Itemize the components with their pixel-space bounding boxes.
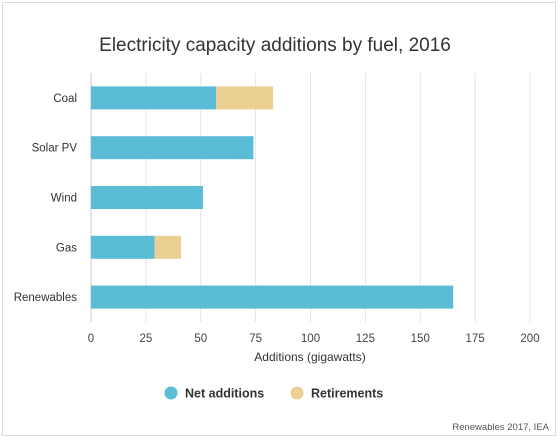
chart-title: Electricity capacity additions by fuel, … [99,35,451,56]
category-label: Solar PV [32,143,78,155]
category-label: Coal [53,93,77,105]
category-label: Gas [56,242,77,254]
x-tick-label: 25 [139,333,152,345]
bar-wind-net-additions [91,186,203,209]
bar-solar-pv-net-additions [91,136,254,160]
legend-label: Retirements [311,387,383,401]
x-tick-label: 125 [356,333,375,345]
category-labels: Coal Solar PV Wind Gas Renewables [14,93,78,304]
x-tick-label: 150 [411,333,430,345]
gridlines [90,73,531,322]
x-tick-label: 100 [301,333,320,345]
x-tick-label: 0 [88,333,94,345]
legend-swatch [164,386,178,400]
x-tick-label: 175 [466,333,485,345]
category-label: Wind [51,193,77,205]
bar-coal-net-additions [91,86,217,110]
source-note: Renewables 2017, IEA [452,422,549,433]
x-tick-label: 75 [249,333,262,345]
legend-swatch [290,386,304,400]
legend: Net additions Retirements [164,386,383,401]
x-tick-label: 200 [520,333,539,345]
bar-coal-retirements [216,86,274,110]
x-axis-title: Additions (gigawatts) [254,350,365,364]
chart-frame [2,2,556,436]
bar-gas-retirements [154,235,181,259]
x-tick-label: 50 [194,333,207,345]
bars-group [91,86,454,309]
legend-label: Net additions [185,387,264,401]
bar-renewables-net-additions [91,285,454,309]
bar-gas-net-additions [91,235,155,259]
category-label: Renewables [14,292,78,304]
x-tick-labels: 0 25 50 75 100 125 150 175 200 [88,333,540,345]
